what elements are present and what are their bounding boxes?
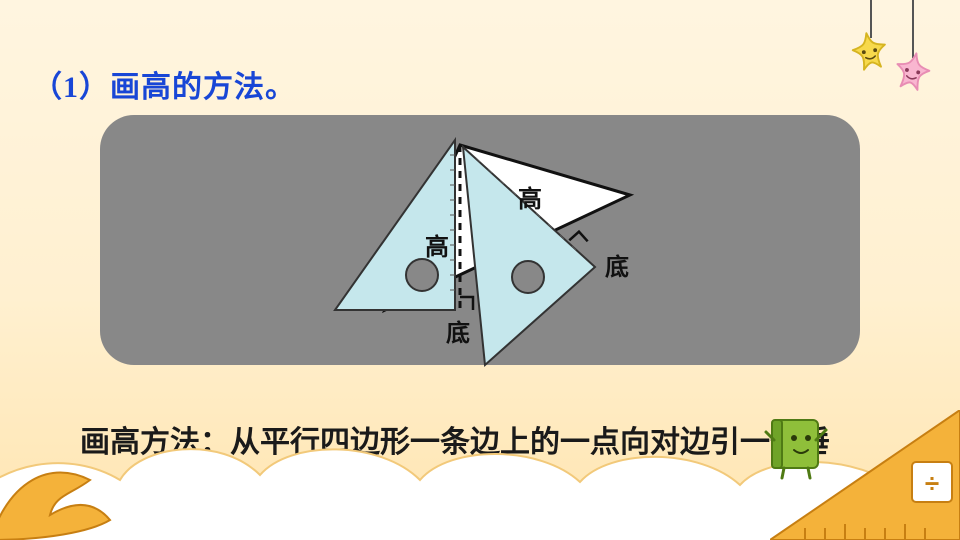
leaf-decoration	[0, 440, 120, 540]
star-icon-pink	[884, 46, 941, 103]
book-character-decoration	[760, 410, 830, 480]
height-drawing-diagram: 高 高 底 底	[260, 125, 700, 385]
method-description: 画高方法：从平行四边形一条边上的一点向对边引一条垂线。	[50, 420, 840, 513]
right-angle-marker-bottom	[460, 297, 473, 310]
label-gao-2: 高	[518, 185, 542, 213]
label-di-1: 底	[446, 319, 470, 347]
label-di-2: 底	[605, 253, 629, 281]
diagram-container: 高 高 底 底	[260, 125, 700, 385]
set-square-right-hole	[512, 261, 544, 293]
section-heading: （1）画高的方法。	[32, 62, 296, 106]
label-gao-1: 高	[425, 233, 449, 261]
set-square-left-hole	[406, 259, 438, 291]
set-square-left	[335, 140, 455, 310]
divide-symbol: ÷	[925, 468, 939, 498]
diagram-panel: 高 高 底 底	[100, 115, 860, 365]
